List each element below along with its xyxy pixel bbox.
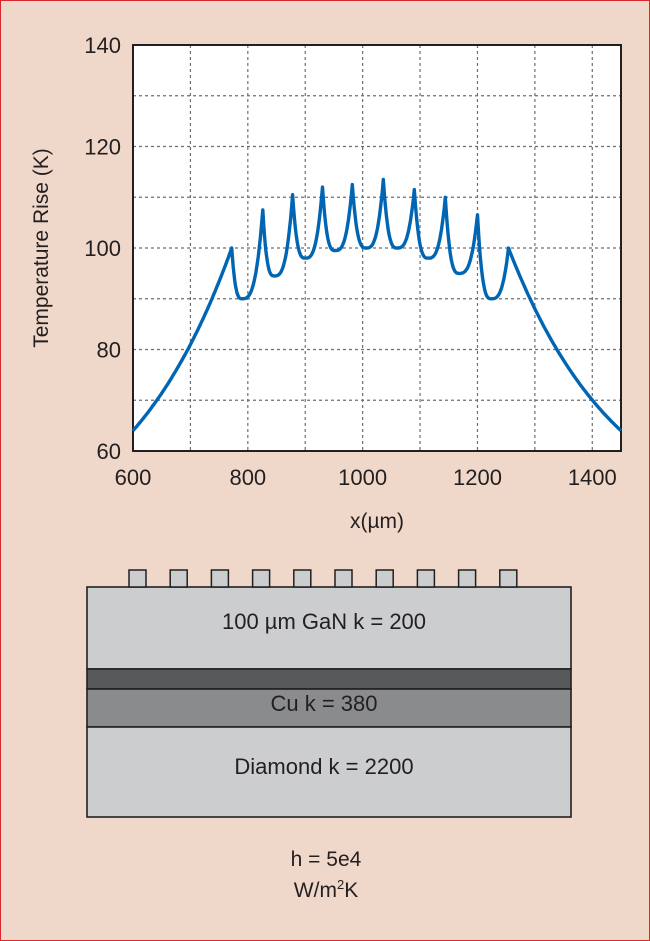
x-axis-label: x(µm)	[350, 510, 404, 533]
x-tick-label: 1000	[338, 465, 387, 490]
x-tick-label: 1400	[568, 465, 617, 490]
heat-source-finger	[210, 569, 230, 588]
heat-source-finger	[375, 569, 394, 588]
heat-source-finger	[457, 569, 477, 588]
caption-unit-base: W/m	[293, 879, 337, 902]
gan-layer	[86, 586, 572, 670]
gan-layer-label: 100 µm GaN k = 200	[222, 609, 426, 634]
y-tick-label: 120	[84, 135, 121, 160]
layer-stack-diagram: 100 µm GaN k = 200 Cu k = 380 Diamond k = …	[86, 569, 572, 818]
plot-frame	[132, 44, 622, 452]
cu-layer-label: Cu k = 380	[270, 691, 377, 716]
x-tick-label: 800	[229, 465, 266, 490]
caption-unit-end: K	[344, 879, 359, 902]
y-tick-label: 140	[84, 33, 121, 58]
y-axis-label: Temperature Rise (K)	[30, 148, 53, 348]
cu-layer	[86, 688, 572, 728]
y-tick-label: 60	[97, 439, 121, 464]
diamond-layer	[86, 726, 572, 818]
heat-source-finger	[416, 569, 436, 588]
plot-area: 600 800 1000 1200 1400 60 80 100 120 140	[84, 33, 623, 490]
heat-source-finger	[128, 569, 147, 588]
y-tick-label: 100	[84, 236, 121, 261]
heat-source-finger	[334, 569, 353, 588]
x-tick-label: 1200	[453, 465, 502, 490]
boundary-condition-caption: h = 5e4 W/m2K	[1, 847, 650, 903]
caption-line-1: h = 5e4	[290, 848, 362, 871]
heat-source-finger	[169, 569, 188, 588]
diamond-layer-label: Diamond k = 2200	[234, 754, 413, 779]
y-tick-label: 80	[97, 338, 121, 363]
x-tick-label: 600	[115, 465, 152, 490]
plot-background	[133, 45, 621, 451]
bond-layer	[86, 668, 572, 690]
caption-line-2: W/m2K	[1, 872, 650, 903]
heat-source-finger	[499, 569, 518, 588]
caption-unit-exponent: 2	[336, 877, 345, 892]
heat-source-finger	[251, 569, 271, 588]
temperature-curve	[131, 177, 623, 432]
heat-source-finger	[293, 569, 312, 588]
